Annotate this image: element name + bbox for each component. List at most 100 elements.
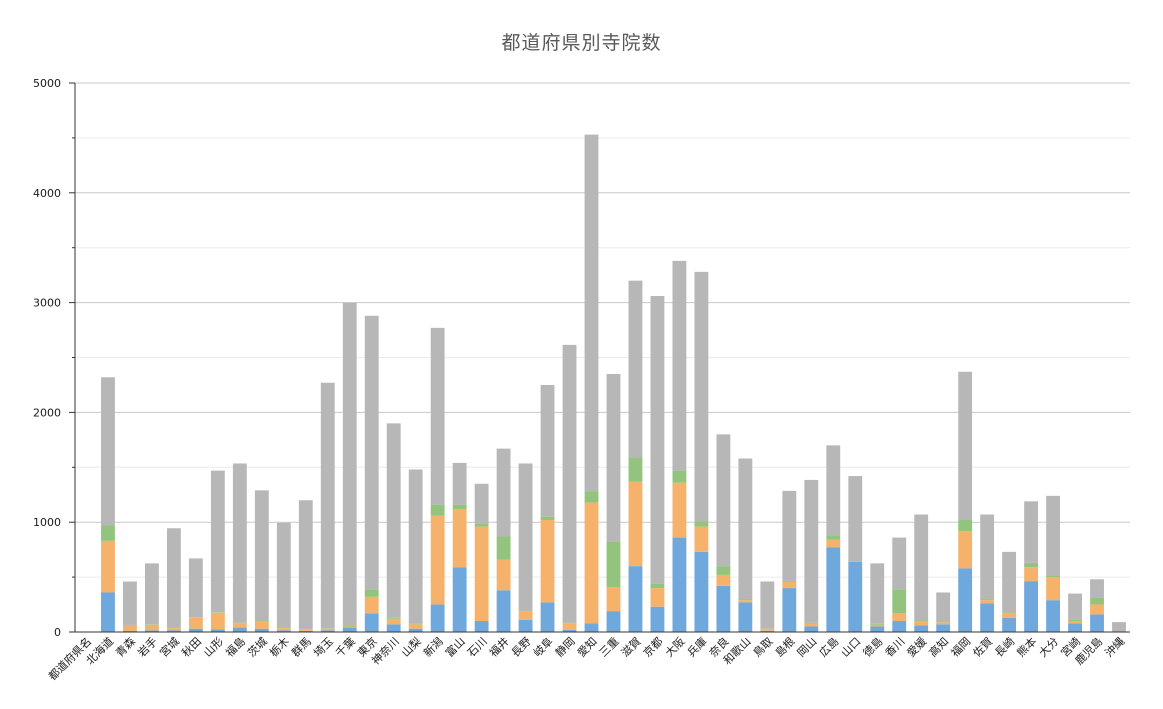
chart-title: 都道府県別寺院数 <box>501 32 662 54</box>
bar-segment-2 <box>1090 597 1104 605</box>
bar-segment-3 <box>562 344 577 623</box>
bar-segment-3 <box>386 423 401 618</box>
bar-segment-2 <box>166 627 181 629</box>
bar-segment-3 <box>738 458 753 600</box>
bar-segment-1 <box>210 612 225 630</box>
bar-segment-0 <box>276 630 291 632</box>
bar-segment-1 <box>145 624 159 631</box>
x-tick-label: 徳島 <box>860 634 885 659</box>
bar-segment-0 <box>1090 614 1104 632</box>
bar-segment-0 <box>1068 623 1082 632</box>
y-tick-label: 4000 <box>33 187 61 200</box>
x-tick-label: 静岡 <box>552 634 577 659</box>
bar-segment-1 <box>342 626 357 628</box>
bar-segment-2 <box>716 566 731 575</box>
bar-segment-2 <box>342 625 357 627</box>
bar-segment-0 <box>760 630 775 632</box>
bar-segment-1 <box>298 629 313 631</box>
bar-segment-1 <box>320 628 335 631</box>
bar-segment-0 <box>496 590 511 632</box>
x-tick-label: 愛知 <box>574 634 599 659</box>
bar-segment-3 <box>320 382 335 629</box>
bar-segment-3 <box>232 463 247 623</box>
bar-segment-2 <box>188 617 203 618</box>
x-tick-label: 大阪 <box>662 634 687 659</box>
bar-segment-2 <box>386 617 401 619</box>
bar-segment-1 <box>1002 613 1017 618</box>
bar-segment-3 <box>936 592 951 622</box>
bar-segment-3 <box>980 514 995 600</box>
bar-segment-1 <box>1046 577 1060 601</box>
x-tick-label: 長野 <box>509 635 534 660</box>
bar-segment-2 <box>650 583 665 589</box>
bar-segment-2 <box>760 628 775 630</box>
bar-segment-2 <box>1068 619 1082 622</box>
x-tick-label: 鳥取 <box>750 634 775 659</box>
bar-segment-1 <box>254 621 269 629</box>
bar-segment-2 <box>452 504 467 510</box>
bar-segment-1 <box>738 600 753 603</box>
bar-segment-0 <box>804 626 819 632</box>
bar-segment-1 <box>1068 621 1082 624</box>
bar-segment-3 <box>958 371 973 521</box>
bar-segment-3 <box>826 445 841 536</box>
bar-segment-2 <box>958 520 973 531</box>
bar-segment-0 <box>430 604 445 632</box>
bar-segment-3 <box>342 302 357 626</box>
bar-segment-0 <box>320 630 335 632</box>
bar-segment-0 <box>298 630 313 632</box>
bar-segment-1 <box>958 530 973 569</box>
bar-segment-3 <box>870 563 885 624</box>
bar-segment-3 <box>1068 593 1082 620</box>
bar-segment-1 <box>562 623 577 630</box>
x-tick-label: 京都 <box>640 634 665 659</box>
x-tick-label: 宮城 <box>157 634 182 659</box>
x-tick-label: 青森 <box>113 634 138 659</box>
bar-segment-3 <box>166 528 181 628</box>
bar-segment-1 <box>276 628 291 631</box>
bar-segment-3 <box>364 315 379 590</box>
bar-segment-0 <box>716 585 731 632</box>
x-tick-label: 岩手 <box>135 634 160 659</box>
bar-segment-1 <box>870 624 885 627</box>
bar-segment-1 <box>518 611 533 620</box>
y-tick-label: 0 <box>54 626 61 639</box>
bar-segment-3 <box>672 260 687 471</box>
bar-segment-3 <box>892 537 907 590</box>
bar-segment-3 <box>694 271 709 522</box>
bar-segment-0 <box>606 611 621 632</box>
bar-segment-2 <box>914 620 929 622</box>
bar-segment-3 <box>628 280 643 458</box>
bar-segment-2 <box>408 623 423 625</box>
bar-segment-0 <box>254 628 269 632</box>
bar-segment-0 <box>936 624 951 632</box>
x-tick-label: 長崎 <box>992 634 1017 659</box>
bar-segment-0 <box>452 567 467 632</box>
bar-segment-2 <box>826 535 841 540</box>
bar-segment-0 <box>650 606 665 632</box>
bar-segment-0 <box>518 619 533 632</box>
x-tick-label: 山口 <box>839 635 864 660</box>
bar-segment-3 <box>188 558 203 618</box>
bar-segment-3 <box>804 479 819 623</box>
bar-segment-3 <box>1002 551 1017 613</box>
x-tick-label: 広島 <box>816 634 841 659</box>
bar-segment-0 <box>166 630 181 632</box>
bar-segment-2 <box>1046 576 1060 578</box>
bar-segment-2 <box>738 599 753 601</box>
bar-segment-1 <box>804 623 819 627</box>
bar-segment-2 <box>694 521 709 527</box>
x-tick-label: 埼玉 <box>310 634 335 659</box>
bar-segment-3 <box>606 373 621 542</box>
x-tick-label: 栃木 <box>266 634 291 659</box>
x-tick-label: 滋賀 <box>619 635 644 660</box>
bar-segment-3 <box>518 463 533 611</box>
bar-segment-3 <box>650 296 665 584</box>
bar-segment-0 <box>870 626 885 632</box>
bar-segment-3 <box>408 469 423 624</box>
bar-segment-2 <box>1002 612 1017 614</box>
bar-segment-3 <box>452 462 467 505</box>
bar-segment-1 <box>760 629 775 631</box>
bar-segment-0 <box>123 630 137 632</box>
bar-segment-0 <box>386 624 401 632</box>
